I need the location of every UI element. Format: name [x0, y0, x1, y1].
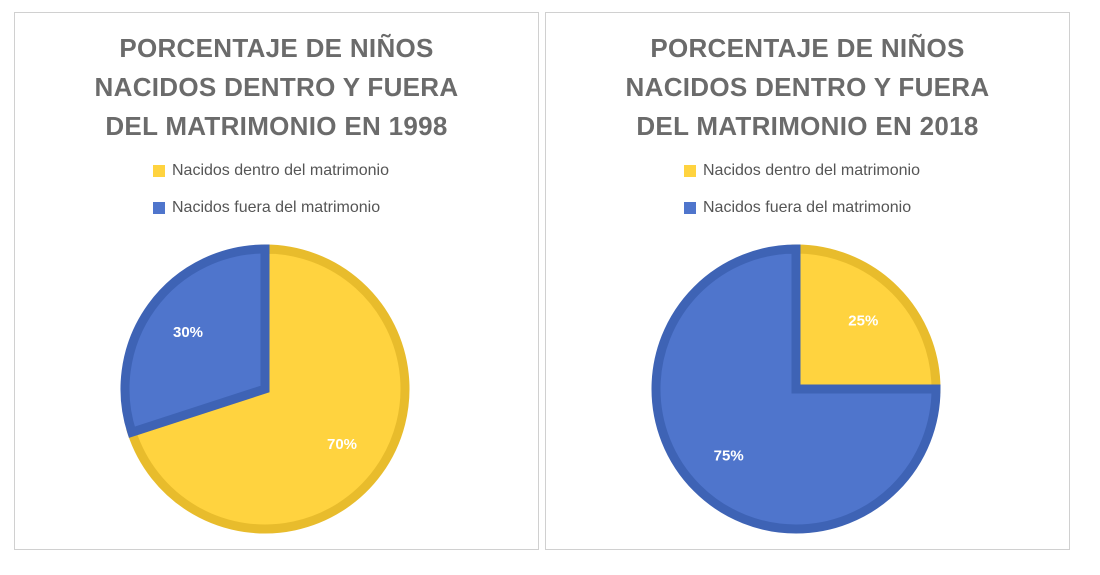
chart-legend: Nacidos dentro del matrimonio Nacidos fu…	[684, 161, 920, 235]
legend-label-fuera: Nacidos fuera del matrimonio	[703, 199, 912, 216]
pie-slice-fuera	[651, 244, 941, 534]
data-label-fuera: 75%	[714, 447, 744, 464]
legend-swatch-fuera	[153, 202, 165, 214]
legend-label-dentro: Nacidos dentro del matrimonio	[172, 162, 389, 179]
pie-chart-1998: 70% 30%	[120, 244, 410, 534]
legend-item-dentro: Nacidos dentro del matrimonio	[684, 161, 920, 181]
pie-slice-dentro	[791, 244, 941, 394]
chart-legend: Nacidos dentro del matrimonio Nacidos fu…	[153, 161, 389, 235]
legend-swatch-dentro	[684, 165, 696, 177]
chart-title-line: NACIDOS DENTRO Y FUERA	[94, 72, 459, 102]
chart-title-line: PORCENTAJE DE NIÑOS	[119, 33, 434, 63]
chart-title: PORCENTAJE DE NIÑOS NACIDOS DENTRO Y FUE…	[546, 29, 1069, 146]
chart-panel-2018: PORCENTAJE DE NIÑOS NACIDOS DENTRO Y FUE…	[545, 12, 1070, 550]
chart-title: PORCENTAJE DE NIÑOS NACIDOS DENTRO Y FUE…	[15, 29, 538, 146]
chart-title-line: NACIDOS DENTRO Y FUERA	[625, 72, 990, 102]
chart-title-line: DEL MATRIMONIO EN 1998	[105, 111, 448, 141]
pie-chart-2018: 25% 75%	[651, 244, 941, 534]
data-label-dentro: 70%	[327, 436, 357, 453]
legend-item-fuera: Nacidos fuera del matrimonio	[153, 198, 389, 218]
data-label-fuera: 30%	[173, 324, 203, 341]
legend-item-dentro: Nacidos dentro del matrimonio	[153, 161, 389, 181]
chart-title-line: PORCENTAJE DE NIÑOS	[650, 33, 965, 63]
legend-swatch-fuera	[684, 202, 696, 214]
legend-label-fuera: Nacidos fuera del matrimonio	[172, 199, 381, 216]
legend-item-fuera: Nacidos fuera del matrimonio	[684, 198, 920, 218]
legend-swatch-dentro	[153, 165, 165, 177]
legend-label-dentro: Nacidos dentro del matrimonio	[703, 162, 920, 179]
chart-panel-1998: PORCENTAJE DE NIÑOS NACIDOS DENTRO Y FUE…	[14, 12, 539, 550]
chart-title-line: DEL MATRIMONIO EN 2018	[636, 111, 979, 141]
pie-slice-fuera	[120, 244, 270, 438]
data-label-dentro: 25%	[848, 313, 878, 330]
